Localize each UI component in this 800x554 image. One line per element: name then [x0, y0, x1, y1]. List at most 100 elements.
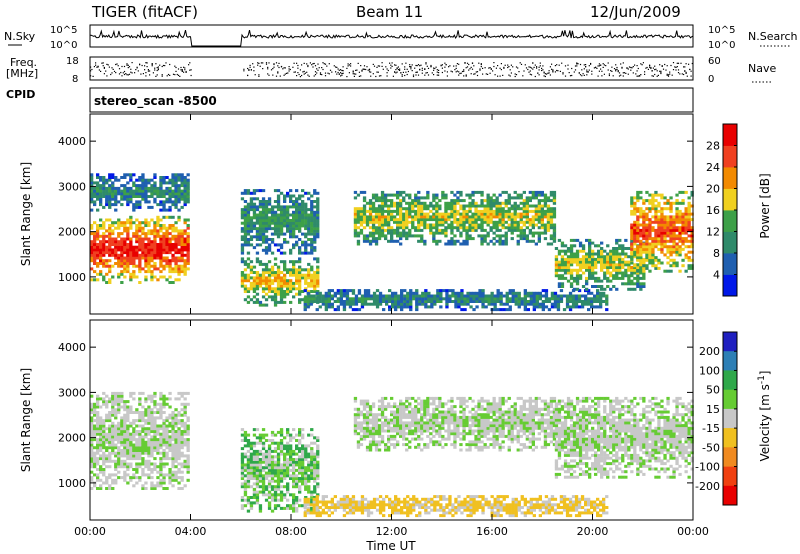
velocity-cell	[126, 462, 130, 466]
power-cell	[135, 184, 139, 188]
power-cell	[144, 197, 148, 201]
power-cell	[483, 234, 487, 238]
power-cell	[365, 201, 370, 205]
power-cell	[371, 234, 376, 238]
power-cell	[450, 209, 454, 213]
power-cell	[306, 305, 310, 309]
power-cell	[511, 294, 515, 298]
power-cell	[411, 204, 415, 208]
power-cell	[171, 176, 175, 179]
power-cell	[531, 209, 535, 213]
power-cell	[456, 201, 460, 205]
power-cell	[240, 216, 245, 220]
power-cell	[123, 245, 127, 249]
freq-dot	[134, 72, 136, 74]
power-cell	[330, 294, 334, 298]
velocity-cell	[90, 459, 94, 463]
power-cell	[295, 268, 299, 272]
freq-dot	[558, 64, 560, 66]
power-cell	[405, 231, 409, 235]
power-cell	[301, 232, 305, 236]
power-cell	[678, 201, 682, 205]
power-cell	[283, 260, 287, 264]
power-cell	[408, 196, 412, 200]
power-cell	[612, 247, 616, 250]
velocity-cell	[135, 465, 139, 469]
velocity-cell	[93, 438, 97, 442]
freq-dot	[115, 63, 117, 66]
power-cell	[543, 215, 548, 219]
power-cell	[678, 245, 682, 249]
power-cell	[489, 212, 493, 216]
power-cell	[267, 246, 272, 250]
freq-dot	[642, 62, 644, 64]
velocity-cell	[120, 476, 124, 480]
power-cell	[371, 228, 376, 232]
power-cell	[117, 262, 121, 265]
freq-dot	[366, 66, 368, 68]
power-cell	[596, 300, 600, 303]
power-cell	[537, 218, 541, 222]
velocity-cell	[120, 405, 124, 409]
power-cell	[298, 257, 302, 261]
power-cell	[429, 204, 433, 208]
power-cell	[123, 186, 127, 190]
power-cell	[304, 224, 308, 228]
freq-dot	[689, 68, 691, 70]
freq-dot	[627, 73, 629, 75]
power-cell	[630, 261, 634, 265]
power-cell	[324, 302, 328, 306]
power-cell	[295, 281, 299, 285]
velocity-cell	[108, 440, 112, 444]
power-cell	[174, 189, 178, 193]
power-cell	[301, 221, 305, 225]
power-cell	[388, 305, 392, 309]
freq-dot	[280, 65, 283, 68]
velocity-cell	[90, 416, 94, 420]
power-cell	[456, 190, 460, 194]
power-cell	[171, 267, 175, 271]
power-cell	[549, 215, 554, 219]
power-cell	[480, 209, 484, 213]
power-cell	[310, 290, 314, 293]
power-cell	[183, 262, 187, 265]
power-cell	[307, 216, 311, 220]
velocity-cell	[93, 424, 97, 428]
power-cell	[399, 226, 403, 230]
power-cell	[156, 195, 160, 198]
power-cell	[501, 239, 505, 243]
power-cell	[498, 223, 502, 227]
power-cell	[144, 264, 148, 268]
power-cell	[508, 308, 512, 312]
power-cell	[270, 232, 275, 236]
power-cell	[450, 190, 454, 194]
velocity-cell	[105, 416, 109, 420]
power-cell	[316, 279, 320, 283]
power-cell	[546, 196, 551, 200]
freq-dot	[353, 75, 355, 77]
power-cell	[594, 279, 598, 283]
power-cell	[273, 219, 278, 222]
power-cell	[380, 223, 385, 227]
power-cell	[459, 215, 463, 219]
power-cell	[108, 178, 112, 182]
power-cell	[612, 255, 616, 259]
power-cell	[504, 220, 508, 224]
power-cell	[534, 207, 538, 211]
freq-dot	[532, 62, 534, 64]
power-cell	[394, 302, 398, 306]
power-cell	[441, 218, 445, 222]
velocity-cell	[90, 419, 94, 423]
power-cell	[295, 292, 299, 296]
power-cell	[141, 243, 145, 246]
power-cell	[430, 305, 434, 309]
power-cell	[283, 200, 287, 203]
velocity-cell	[108, 400, 112, 404]
velocity-cell	[102, 400, 106, 404]
power-cell	[532, 297, 536, 301]
power-cell	[453, 204, 457, 208]
velocity-cell	[96, 394, 100, 398]
power-cell	[144, 243, 148, 246]
power-cell	[276, 243, 281, 247]
power-cell	[552, 226, 557, 230]
